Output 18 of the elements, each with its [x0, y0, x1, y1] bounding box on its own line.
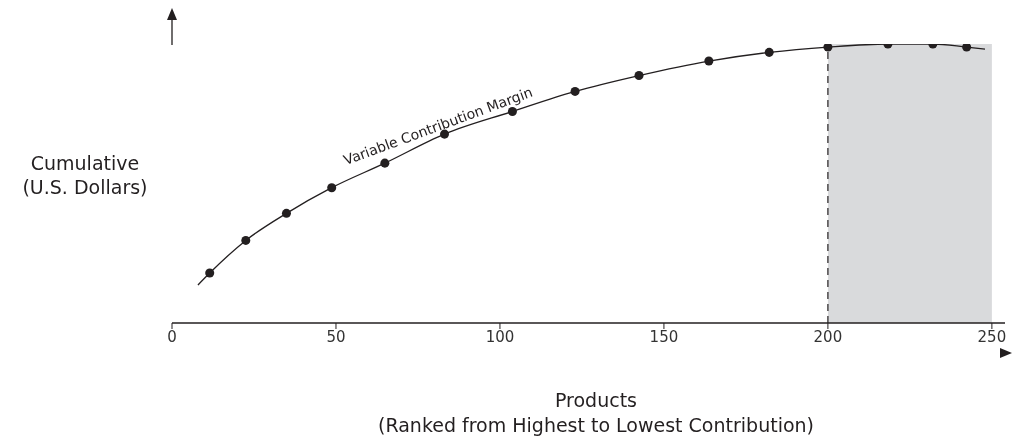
- x-tick-label: 150: [649, 327, 679, 346]
- point: [570, 86, 580, 96]
- point: [634, 71, 644, 81]
- point: [241, 235, 251, 245]
- y-axis-title: Cumulative (U.S. Dollars): [22, 152, 148, 198]
- point: [327, 183, 337, 193]
- x-tick-label: 50: [326, 327, 346, 346]
- x-axis-title: Products (Ranked from Highest to Lowest Contribution): [378, 389, 814, 436]
- point: [704, 56, 714, 66]
- point: [764, 47, 774, 57]
- x-tick-label: 100: [485, 327, 515, 346]
- point: [962, 44, 972, 52]
- point: [281, 208, 291, 218]
- point: [205, 268, 215, 278]
- x-tick-label: 200: [813, 327, 843, 346]
- point: [823, 44, 833, 52]
- x-tick-label: 0: [167, 327, 177, 346]
- x-tick-label: 250: [977, 327, 1007, 346]
